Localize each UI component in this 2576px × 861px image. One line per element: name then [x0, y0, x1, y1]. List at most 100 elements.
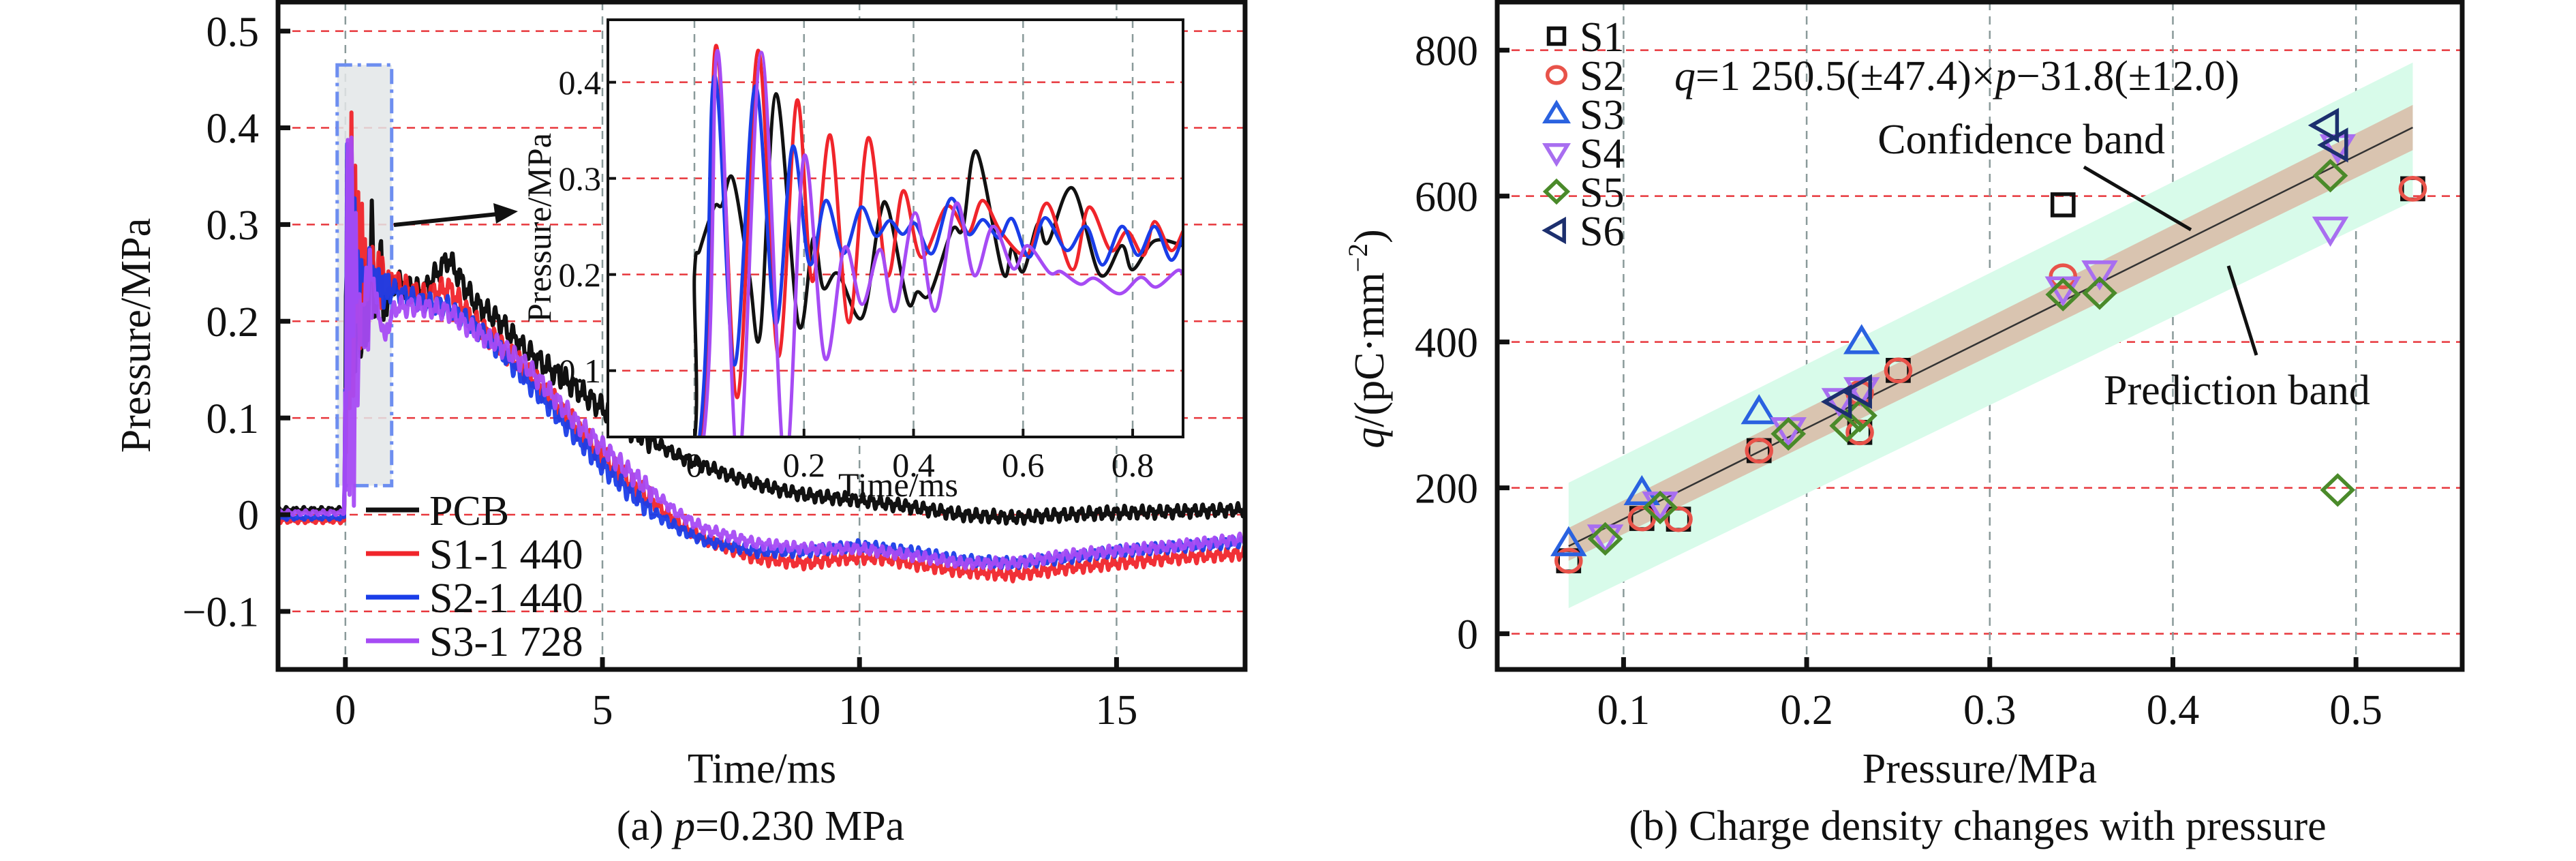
inset-line-s3-1-728 — [702, 48, 1183, 437]
y-tick-label: 0.3 — [559, 160, 602, 198]
point-s5 — [1770, 417, 1807, 451]
y-tick-label: 0.4 — [559, 63, 602, 102]
x-tick-label: 0.2 — [783, 446, 826, 484]
prediction-band-label: Prediction band — [2104, 367, 2370, 414]
legend-marker-s4 — [1542, 143, 1571, 167]
confidence-band-leader — [2083, 165, 2192, 232]
inset-plot: 0.1 0.2 0.3 0.4 0 0.2 0.4 0.6 0.8 Pressure/MPa T… — [520, 18, 1184, 504]
y-tick-label: 0.1 — [206, 396, 260, 442]
y-tick-label: 0.4 — [206, 106, 260, 152]
point-s5 — [2320, 473, 2356, 507]
legend-label: S5 — [1580, 170, 1624, 216]
fit-line — [1568, 126, 2414, 547]
x-tick-label: 0.5 — [2329, 687, 2382, 734]
panel-b-bands — [1568, 62, 2414, 609]
point-s4 — [1821, 388, 1858, 419]
legend-label: S2 — [1580, 53, 1624, 100]
point-s3 — [1623, 474, 1660, 506]
x-tick-label: 0.8 — [1111, 446, 1154, 484]
equation-var-p: p — [1993, 53, 2017, 100]
inset-y-axis-title: Pressure/MPa — [520, 133, 558, 322]
legend-item: S2 — [1545, 53, 1624, 100]
panel-a-x-axis-title: Time/ms — [688, 746, 836, 792]
legend-item: S2-1 440 — [366, 575, 583, 622]
x-tick-label: 0.2 — [1780, 687, 1833, 734]
point-s6 — [1821, 384, 1852, 419]
legend-marker-s3 — [1542, 100, 1571, 123]
y-title-sup: −2 — [1343, 243, 1373, 273]
legend-item: S5 — [1542, 170, 1624, 216]
point-s3 — [1843, 324, 1880, 354]
equation-var-q: q — [1674, 53, 1696, 100]
point-s6 — [1841, 374, 1872, 409]
series-line-s1-1-440 — [278, 110, 1245, 584]
panel-b-y-axis-title: q/(pC·mm−2) — [1343, 229, 1393, 449]
caption-a-suffix: =0.230 MPa — [695, 803, 904, 849]
panel-a-curves — [278, 110, 1245, 584]
y-tick-label: 0 — [1457, 611, 1478, 658]
panel-b-ticks: 0 200 400 600 800 0.1 0.2 0.3 0.4 0.5 — [1415, 28, 2382, 734]
legend-item: S1-1 440 — [366, 532, 583, 578]
y-tick-label: 0.2 — [206, 299, 260, 346]
legend-item: S3 — [1542, 92, 1624, 138]
legend-item: S3-1 728 — [366, 619, 583, 665]
inset-line-s1-1-440 — [700, 44, 1183, 437]
y-title-var: q — [1347, 427, 1393, 449]
legend-marker-s6 — [1542, 216, 1566, 245]
legend-label: S3-1 728 — [429, 619, 583, 665]
legend-label: S1-1 440 — [429, 532, 583, 578]
legend-item: S4 — [1542, 131, 1624, 177]
y-tick-label: 400 — [1415, 320, 1478, 366]
legend-item: PCB — [366, 488, 509, 534]
legend-item: S1 — [1546, 14, 1624, 61]
panel-b: 0 200 400 600 800 0.1 0.2 0.3 0.4 0.5 S1S2S3S4S5S… — [1343, 0, 2465, 849]
series-line-s3-1-728 — [278, 135, 1245, 571]
panel-b-frame — [1494, 0, 2465, 672]
y-tick-label: 200 — [1415, 466, 1478, 512]
caption-a-prefix: (a) — [617, 803, 674, 849]
point-s5 — [1829, 408, 1865, 443]
x-tick-label: 0.1 — [1597, 687, 1651, 734]
point-s4 — [2081, 260, 2118, 291]
y-title-close: ) — [1347, 229, 1393, 243]
panel-b-x-axis-title: Pressure/MPa — [1862, 746, 2097, 792]
point-s2 — [2049, 263, 2078, 290]
y-tick-label: 0 — [238, 493, 259, 539]
point-s4 — [2312, 216, 2349, 247]
y-tick-label: 600 — [1415, 174, 1478, 220]
legend-label: S6 — [1580, 209, 1624, 255]
x-tick-label: 10 — [838, 687, 880, 734]
legend-marker-s1 — [1546, 26, 1567, 46]
legend-label: S3 — [1580, 92, 1624, 138]
point-s2 — [1664, 506, 1693, 532]
point-s3 — [1741, 394, 1777, 425]
y-tick-label: 800 — [1415, 28, 1478, 74]
prediction-band-leader — [2226, 265, 2258, 356]
x-tick-label: 0 — [686, 446, 703, 484]
confidence-band-label: Confidence band — [1877, 117, 2165, 163]
x-tick-label: 0.6 — [1002, 446, 1045, 484]
panel-b-points — [1550, 108, 2427, 574]
inset-curves — [692, 44, 1183, 437]
confidence-band — [1568, 104, 2413, 561]
caption-a-var: p — [671, 803, 695, 849]
legend-marker-s5 — [1542, 178, 1571, 205]
panel-a-ticks: −0.1 0 0.1 0.2 0.3 0.4 0.5 0 5 10 15 — [183, 9, 1138, 734]
legend-label: S2-1 440 — [429, 575, 583, 622]
x-tick-label: 15 — [1095, 687, 1137, 734]
panel-a-y-axis-title: Pressure/MPa — [113, 218, 159, 453]
point-s5 — [1642, 490, 1678, 525]
panel-a-caption: (a) p=0.230 MPa — [617, 803, 904, 849]
panel-a: −0.100.10.20.30.40.50 5 10 15 0.10.20.30.40… — [113, 0, 1248, 849]
inset-ticks: 0.1 0.2 0.3 0.4 0 0.2 0.4 0.6 0.8 — [559, 63, 1154, 484]
inset-line-s2-1-440 — [697, 74, 1183, 437]
y-title-unit: /(pC·mm — [1347, 272, 1393, 427]
point-s2 — [1745, 438, 1774, 464]
point-s5 — [2082, 276, 2117, 310]
x-tick-label: 0.4 — [892, 446, 935, 484]
panel-b-caption: (b) Charge density changes with pressure — [1629, 803, 2326, 849]
fit-equation: q=1 250.5(±47.4)×p−31.8(±12.0) — [1674, 53, 2239, 100]
x-tick-label: 0 — [335, 687, 356, 734]
